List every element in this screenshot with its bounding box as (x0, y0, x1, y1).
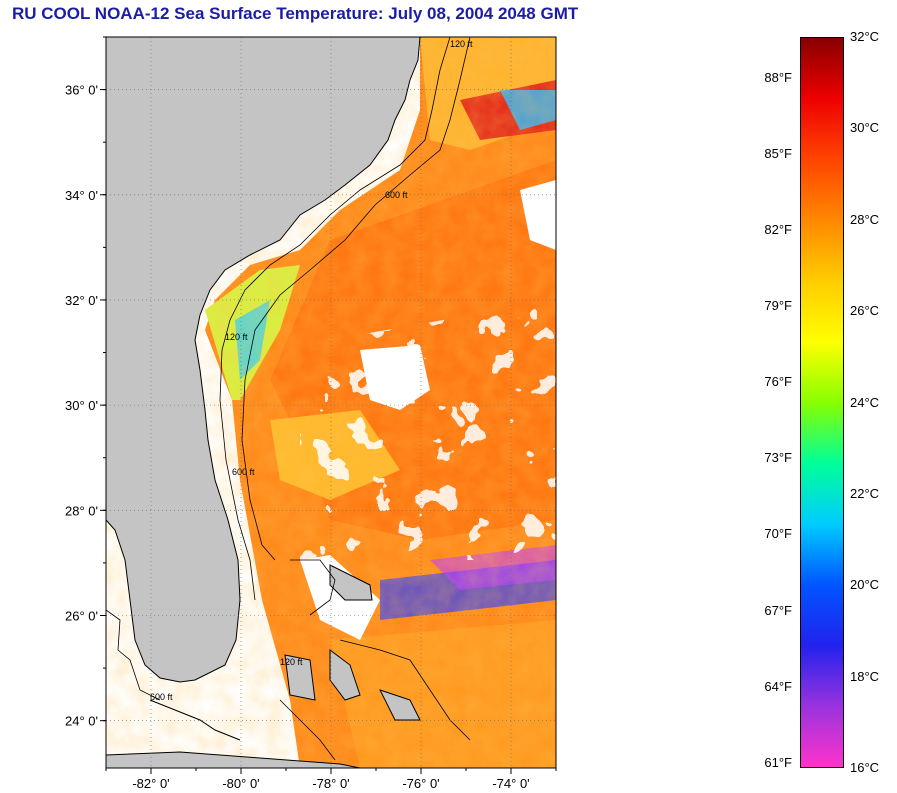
colorbar-celsius-label: 26°C (850, 303, 880, 319)
colorbar-celsius-label: 30°C (850, 120, 880, 136)
colorbar-celsius-label: 16°C (850, 760, 880, 775)
colorbar-celsius-label: 20°C (850, 577, 880, 593)
colorbar-fahrenheit-label: 73°F (764, 450, 792, 466)
lat-tick-label: 30° 0' (65, 398, 98, 413)
lat-tick-label: 32° 0' (65, 293, 98, 308)
florida-keys (149, 699, 241, 741)
colorbar-fahrenheit-label: 67°F (764, 602, 792, 618)
colorbar-fahrenheit-label: 82°F (764, 221, 792, 237)
colorbar-celsius-label: 24°C (850, 394, 880, 410)
cuba-coast (106, 751, 361, 768)
colorbar-fahrenheit-label: 61°F (764, 754, 792, 770)
contour-labels: 120 ft 600 ft 120 ft 600 ft 120 ft 600 f… (150, 39, 473, 702)
colorbar-fahrenheit-label: 88°F (764, 69, 792, 85)
svg-text:600 ft: 600 ft (150, 692, 173, 702)
bathymetry-contours (106, 37, 471, 761)
lat-tick-label: 34° 0' (65, 188, 98, 203)
colorbar-fahrenheit-label: 79°F (764, 298, 792, 314)
map-title: RU COOL NOAA-12 Sea Surface Temperature:… (12, 4, 579, 23)
longitude-axis: -82° 0' -80° 0' -78° 0' -76° 0' -74° 0' (105, 768, 557, 791)
graticule-grid (106, 37, 556, 768)
lon-tick-label: -76° 0' (402, 776, 439, 791)
lon-tick-label: -82° 0' (132, 776, 169, 791)
lat-tick-label: 28° 0' (65, 503, 98, 518)
lon-tick-label: -80° 0' (222, 776, 259, 791)
svg-text:600 ft: 600 ft (385, 190, 408, 200)
svg-text:120 ft: 120 ft (225, 332, 248, 342)
colorbar-fahrenheit-label: 64°F (764, 678, 792, 694)
lat-tick-label: 26° 0' (65, 608, 98, 623)
temperature-colorbar (800, 37, 844, 768)
lat-tick-label: 36° 0' (65, 83, 98, 98)
colorbar-celsius-label: 18°C (850, 668, 880, 684)
colorbar-fahrenheit-label: 70°F (764, 526, 792, 542)
colorbar-celsius-label: 22°C (850, 485, 880, 501)
lon-tick-label: -78° 0' (312, 776, 349, 791)
svg-text:120 ft: 120 ft (280, 657, 303, 667)
svg-text:600 ft: 600 ft (232, 467, 255, 477)
latitude-axis: 36° 0' 34° 0' 32° 0' 30° 0' 28° 0' 26° 0' 24° … (65, 36, 106, 729)
cloud-mask (300, 180, 556, 640)
svg-text:120 ft: 120 ft (450, 39, 473, 49)
colorbar-celsius-label: 32°C (850, 29, 880, 44)
lat-tick-label: 24° 0' (65, 714, 98, 729)
colorbar-fahrenheit-label: 76°F (764, 374, 792, 390)
bahamas-islands (284, 564, 421, 721)
colorbar-celsius-label: 28°C (850, 211, 880, 227)
colorbar-fahrenheit-label: 85°F (764, 145, 792, 161)
lon-tick-label: -74° 0' (492, 776, 529, 791)
land-us-coast (106, 37, 421, 683)
